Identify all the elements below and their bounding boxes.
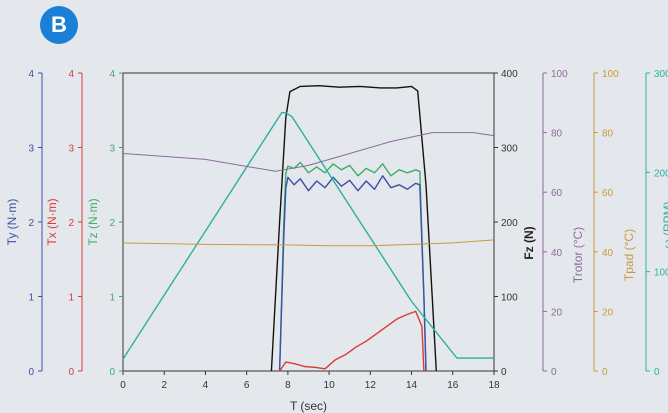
tpad-tick-label: 20 <box>602 307 614 318</box>
tpad-series-line <box>122 239 495 247</box>
plot-frame <box>122 72 495 372</box>
x-tick-label: 12 <box>365 380 377 391</box>
trotor-tick-label: 40 <box>551 248 563 259</box>
trotor-tick-label: 0 <box>551 367 557 378</box>
ty-series-line <box>278 175 427 372</box>
tz-tick-label: 0 <box>109 367 115 378</box>
x-tick-label: 16 <box>447 380 459 391</box>
fz-tick-label: 200 <box>501 218 518 229</box>
tz-axis-label: Tz (N·m) <box>86 198 100 245</box>
fz-tick-label: 100 <box>501 293 518 304</box>
x-tick-label: 4 <box>203 380 209 391</box>
fz-tick-label: 400 <box>501 69 518 80</box>
tpad-axis-label: Tpad (°C) <box>622 229 636 281</box>
trotor-tick-label: 100 <box>551 69 568 80</box>
x-tick-label: 8 <box>285 380 291 391</box>
trotor-tick-label: 20 <box>551 307 563 318</box>
rpm-tick-label: 3000 <box>654 69 668 80</box>
trotor-axis-label: Trotor (°C) <box>571 227 585 283</box>
tx-tick-label: 4 <box>68 69 74 80</box>
fz-axis-label: Fz (N) <box>522 226 536 259</box>
tz-tick-label: 1 <box>109 293 115 304</box>
ty-tick-label: 4 <box>28 69 34 80</box>
panel-badge: B <box>40 6 78 44</box>
rpm-axis-label: ω (RPM) <box>661 201 668 248</box>
trotor-tick-label: 80 <box>551 129 563 140</box>
x-tick-label: 14 <box>406 380 418 391</box>
ty-tick-label: 2 <box>28 218 34 229</box>
ty-axis-label: Ty (N·m) <box>5 199 19 246</box>
tx-tick-label: 3 <box>68 144 74 155</box>
x-tick-label: 0 <box>120 380 126 391</box>
ty-tick-label: 3 <box>28 144 34 155</box>
tpad-tick-label: 80 <box>602 129 614 140</box>
tx-tick-label: 0 <box>68 367 74 378</box>
ty-tick-label: 1 <box>28 293 34 304</box>
ty-tick-label: 0 <box>28 367 34 378</box>
tpad-tick-label: 0 <box>602 367 608 378</box>
tz-tick-label: 2 <box>109 218 115 229</box>
tz-series-line <box>278 161 427 372</box>
trotor-series-line <box>122 132 495 172</box>
x-tick-label: 10 <box>324 380 336 391</box>
tz-tick-label: 4 <box>109 69 115 80</box>
tz-tick-label: 3 <box>109 144 115 155</box>
fz-tick-label: 0 <box>501 367 507 378</box>
rpm-tick-label: 1000 <box>654 268 668 279</box>
x-axis-label: T (sec) <box>290 399 327 413</box>
x-tick-label: 2 <box>161 380 167 391</box>
tpad-tick-label: 40 <box>602 248 614 259</box>
rpm-tick-label: 2000 <box>654 168 668 179</box>
tx-tick-label: 2 <box>68 218 74 229</box>
fz-tick-label: 300 <box>501 144 518 155</box>
rpm-series-line <box>122 111 494 360</box>
tpad-tick-label: 60 <box>602 188 614 199</box>
x-tick-label: 18 <box>488 380 500 391</box>
tx-series-line <box>279 310 425 372</box>
rpm-tick-label: 0 <box>654 367 660 378</box>
tx-axis-label: Tx (N·m) <box>45 198 59 245</box>
trotor-tick-label: 60 <box>551 188 563 199</box>
x-tick-label: 6 <box>244 380 250 391</box>
tpad-tick-label: 100 <box>602 69 619 80</box>
tx-tick-label: 1 <box>68 293 74 304</box>
fz-series-line <box>270 84 437 372</box>
